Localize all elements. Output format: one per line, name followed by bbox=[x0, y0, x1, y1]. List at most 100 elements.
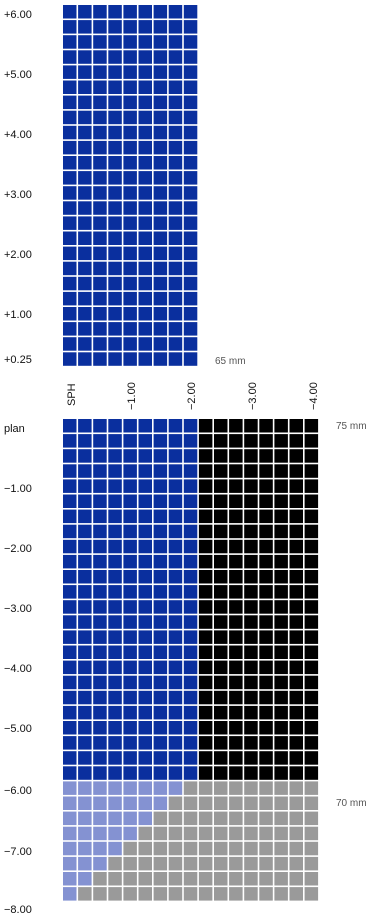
grid-cell-blue bbox=[153, 585, 168, 599]
grid-cell-blue bbox=[153, 615, 168, 629]
grid-cell-blue bbox=[183, 35, 198, 49]
grid-cell-blue bbox=[108, 479, 122, 493]
grid-cell-black bbox=[289, 434, 303, 448]
grid-cell-blue bbox=[63, 660, 77, 675]
grid-cell-blue bbox=[168, 125, 183, 140]
grid-cell-gray bbox=[198, 856, 213, 871]
grid-cell-black bbox=[214, 494, 228, 508]
grid-cell-blue bbox=[78, 479, 92, 493]
grid-cell-blue bbox=[78, 65, 92, 79]
grid-cell-lightblue bbox=[108, 796, 122, 810]
grid-cell-blue bbox=[93, 291, 107, 306]
grid-cell-blue bbox=[138, 50, 152, 64]
grid-cell-blue bbox=[183, 50, 198, 64]
grid-cell-blue bbox=[168, 464, 183, 478]
grid-cell-black bbox=[259, 585, 273, 599]
grid-cell-gray bbox=[304, 872, 319, 886]
grid-cell-blue bbox=[78, 125, 92, 140]
grid-cell-black bbox=[259, 660, 273, 675]
grid-cell-blue bbox=[78, 615, 92, 629]
grid-cell-blue bbox=[108, 261, 122, 276]
grid-cell-black bbox=[259, 766, 273, 780]
grid-cell-gray bbox=[229, 781, 243, 795]
grid-cell-black bbox=[244, 539, 258, 554]
grid-cell-gray bbox=[183, 872, 198, 886]
grid-cell-blue bbox=[123, 509, 137, 524]
grid-cell-blue bbox=[63, 419, 77, 433]
grid-cell-blue bbox=[168, 95, 183, 110]
grid-cell-blue bbox=[138, 630, 152, 644]
grid-cell-black bbox=[289, 736, 303, 750]
grid-cell-blue bbox=[168, 291, 183, 306]
grid-cell-blue bbox=[93, 479, 107, 493]
grid-cell-blue bbox=[183, 156, 198, 170]
grid-cell-lightblue bbox=[78, 841, 92, 856]
grid-cell-blue bbox=[153, 35, 168, 49]
grid-cell-blue bbox=[123, 337, 137, 351]
grid-cell-blue bbox=[108, 216, 122, 230]
grid-cell-blue bbox=[78, 5, 92, 19]
grid-cell-lightblue bbox=[78, 781, 92, 795]
grid-cell-blue bbox=[63, 156, 77, 170]
grid-cell-gray bbox=[289, 887, 303, 901]
top-y-tick: +4.00 bbox=[4, 129, 32, 141]
grid-cell-gray bbox=[289, 826, 303, 841]
grid-cell-gray bbox=[168, 796, 183, 810]
grid-cell-blue bbox=[93, 751, 107, 765]
grid-cell-black bbox=[198, 615, 213, 629]
grid-cell-black bbox=[289, 675, 303, 690]
grid-cell-blue bbox=[168, 65, 183, 79]
grid-cell-black bbox=[289, 690, 303, 705]
grid-cell-blue bbox=[63, 509, 77, 524]
grid-cell-blue bbox=[183, 736, 198, 750]
diameter-label-75mm: 75 mm bbox=[336, 421, 367, 432]
grid-cell-blue bbox=[78, 171, 92, 185]
grid-cell-black bbox=[244, 479, 258, 493]
grid-cell-black bbox=[259, 570, 273, 584]
grid-cell-blue bbox=[93, 464, 107, 478]
grid-cell-blue bbox=[168, 615, 183, 629]
grid-cell-black bbox=[198, 554, 213, 569]
grid-cell-blue bbox=[138, 156, 152, 170]
grid-cell-black bbox=[198, 751, 213, 765]
grid-cell-blue bbox=[123, 186, 137, 200]
grid-cell-blue bbox=[153, 539, 168, 554]
grid-cell-black bbox=[244, 509, 258, 524]
grid-cell-blue bbox=[63, 352, 77, 366]
grid-cell-lightblue bbox=[63, 826, 77, 841]
grid-cell-black bbox=[244, 494, 258, 508]
grid-cell-blue bbox=[108, 50, 122, 64]
grid-cell-blue bbox=[153, 766, 168, 780]
grid-cell-blue bbox=[78, 352, 92, 366]
grid-cell-blue bbox=[78, 419, 92, 433]
grid-cell-blue bbox=[168, 675, 183, 690]
grid-cell-lightblue bbox=[108, 826, 122, 841]
grid-cell-blue bbox=[93, 585, 107, 599]
grid-cell-black bbox=[259, 539, 273, 554]
grid-cell-blue bbox=[63, 20, 77, 34]
grid-cell-black bbox=[289, 615, 303, 629]
grid-cell-black bbox=[198, 690, 213, 705]
grid-cell-blue bbox=[168, 645, 183, 659]
grid-cell-gray bbox=[289, 872, 303, 886]
grid-cell-blue bbox=[93, 80, 107, 94]
grid-cell-black bbox=[274, 705, 288, 720]
grid-cell-lightblue bbox=[78, 856, 92, 871]
grid-cell-blue bbox=[63, 721, 77, 735]
grid-cell-black bbox=[304, 464, 319, 478]
grid-cell-blue bbox=[93, 171, 107, 185]
grid-cell-blue bbox=[108, 5, 122, 19]
grid-cell-gray bbox=[214, 811, 228, 826]
grid-cell-black bbox=[289, 449, 303, 463]
grid-cell-black bbox=[244, 434, 258, 448]
grid-cell-black bbox=[214, 524, 228, 539]
grid-cell-blue bbox=[168, 690, 183, 705]
grid-cell-blue bbox=[63, 65, 77, 79]
grid-cell-black bbox=[214, 615, 228, 629]
grid-cell-black bbox=[198, 645, 213, 659]
grid-cell-blue bbox=[63, 690, 77, 705]
grid-cell-blue bbox=[93, 660, 107, 675]
grid-cell-blue bbox=[108, 322, 122, 336]
grid-cell-blue bbox=[108, 675, 122, 690]
grid-cell-gray bbox=[244, 872, 258, 886]
